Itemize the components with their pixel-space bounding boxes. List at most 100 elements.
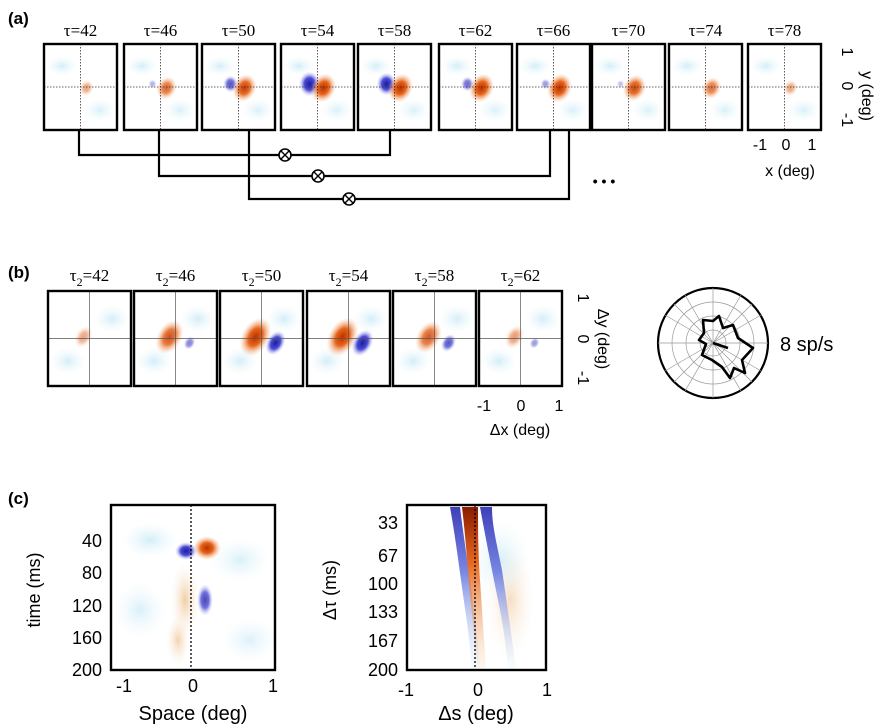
panel-b-x-tick: 0	[517, 398, 526, 415]
rf-frame-border	[437, 42, 514, 132]
multiply-cross-icon	[313, 171, 323, 181]
off-blob	[351, 329, 374, 357]
delta-s-tick: -1	[398, 680, 414, 700]
panel-c-label: (c)	[8, 489, 29, 508]
delta-tau-plot	[405, 503, 548, 672]
rf-frame-border	[122, 42, 199, 132]
panel-a: (a) τ=42 τ=46 τ=50 τ=54 τ=58 τ=62 τ=66 τ=70 τ=74…	[8, 9, 875, 206]
rf-frame	[132, 289, 219, 388]
on-blob	[155, 319, 184, 355]
background-texture	[114, 582, 166, 638]
rf-frame-border	[305, 289, 392, 388]
polar-scale-label: 8 sp/s	[780, 334, 833, 356]
panel-b-x-tick: -1	[477, 398, 491, 415]
rf-frame-border	[200, 42, 277, 132]
time-axis-label: time (ms)	[24, 553, 44, 628]
rf-frame-border	[356, 42, 433, 132]
delta-tau-tick: 133	[368, 602, 398, 622]
delta-tau-tick: 167	[368, 631, 398, 651]
delta-tau-axis-label: Δτ (ms)	[320, 560, 340, 620]
off-streak	[450, 507, 480, 668]
rf-frame-border	[667, 42, 744, 132]
background-texture	[519, 56, 551, 76]
connector-42-58	[77, 131, 392, 157]
rf-frame-border	[391, 289, 478, 388]
background-texture	[164, 98, 196, 122]
delta-s-tick: 0	[473, 680, 483, 700]
off-streak	[197, 584, 213, 616]
panel-b-x-axis-label: Δx (deg)	[490, 422, 550, 439]
panel-a-tau-labels: τ=42 τ=46 τ=50 τ=54 τ=58 τ=62 τ=66 τ=70 τ=74 τ=78	[64, 21, 801, 40]
multiply-cross-icon	[280, 150, 290, 160]
tau-label: τ=78	[768, 21, 801, 40]
background-texture	[525, 305, 561, 333]
off-blob	[529, 337, 540, 349]
tau-label: τ=46	[144, 21, 177, 40]
space-time-plot	[109, 503, 278, 672]
panel-a-y-axis-label: y (deg)	[858, 71, 875, 121]
multiply-cross-icon	[344, 194, 354, 204]
panel-b-tau-labels: τ2=42 τ2=46 τ2=50 τ2=54 τ2=58 τ2=62	[70, 266, 540, 289]
on-blob	[783, 79, 798, 97]
background-texture	[321, 98, 353, 122]
panel-b-x-tick: 1	[555, 398, 564, 415]
off-blob	[616, 80, 625, 88]
panel-c: (c) 40 80 120 160 200 time (ms) -1 0 1 S…	[8, 489, 552, 725]
panel-b-frames	[46, 289, 564, 388]
background-texture	[126, 56, 158, 76]
background-texture	[122, 522, 178, 558]
on-blob	[326, 317, 359, 357]
background-texture	[204, 56, 236, 76]
time-tick: 80	[82, 563, 102, 583]
rf-frame	[305, 289, 392, 388]
tau-label: τ=66	[537, 21, 570, 40]
panel-a-x-tick: -1	[753, 137, 767, 154]
rf-frame-border	[42, 42, 119, 132]
rf-frame	[437, 42, 514, 132]
on-blob	[156, 76, 177, 100]
delta-tau-tick: 200	[368, 660, 398, 680]
background-texture	[353, 305, 389, 333]
background-texture	[94, 305, 130, 333]
rf-frame	[746, 42, 823, 132]
rf-frame	[218, 289, 305, 388]
on-blob	[74, 326, 93, 348]
panel-b: (b) τ2=42 τ2=46 τ2=50 τ2=54 τ2=58 τ2=62 Δy (d…	[8, 263, 833, 439]
background-texture	[266, 305, 302, 333]
rf-frame	[42, 42, 119, 132]
background-texture	[750, 56, 782, 76]
off-blob	[265, 330, 286, 356]
panel-a-label: (a)	[8, 9, 29, 28]
background-texture	[481, 347, 517, 375]
panel-a-x-axis-label: x (deg)	[765, 163, 815, 180]
rf-frame-border	[218, 289, 305, 388]
background-texture	[50, 347, 86, 375]
rf-frame	[667, 42, 744, 132]
polar-tuning-curve	[697, 314, 755, 380]
tau-label: τ=74	[689, 21, 723, 40]
background-texture	[557, 98, 589, 122]
tau2-label: τ2=54	[329, 266, 369, 289]
delta-tau-plot-frame	[405, 503, 548, 672]
tau-label: τ=70	[612, 21, 645, 40]
background-texture	[788, 98, 820, 122]
on-blob	[415, 320, 442, 354]
background-texture	[470, 520, 530, 600]
rf-frame	[477, 289, 564, 388]
tau2-label: τ2=62	[501, 266, 540, 289]
rf-frame-border	[132, 289, 219, 388]
rf-frame	[391, 289, 478, 388]
rf-frame	[590, 42, 667, 132]
space-tick: 0	[188, 676, 198, 696]
delta-s-axis-label: Δs (deg)	[438, 703, 514, 725]
panel-a-x-tick: 1	[808, 137, 817, 154]
tau2-label: τ2=58	[415, 266, 454, 289]
rf-frame-border	[477, 289, 564, 388]
background-texture	[671, 56, 703, 76]
panel-b-y-tick: 0	[574, 335, 591, 344]
panel-b-y-axis-label: Δy (deg)	[594, 309, 611, 369]
background-texture	[479, 98, 511, 122]
rf-frame	[515, 42, 592, 132]
background-texture	[136, 347, 172, 375]
tau-label: τ=62	[459, 21, 492, 40]
